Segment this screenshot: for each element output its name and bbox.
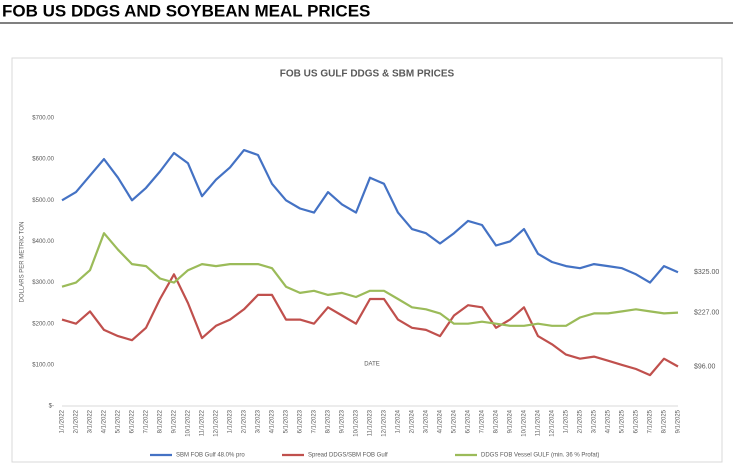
x-tick-label: 4/1/2024: [438, 409, 444, 433]
x-tick-label: 6/1/2024: [466, 409, 472, 433]
x-tick-label: 2/1/2023: [242, 409, 248, 433]
x-tick-label: 3/1/2025: [592, 409, 598, 433]
end-label: $227.00: [694, 309, 719, 316]
x-tick-label: 1/1/2025: [564, 409, 570, 433]
x-tick-label: 12/1/2023: [382, 409, 388, 436]
x-tick-label: 8/1/2022: [158, 409, 164, 433]
x-tick-label: 2/1/2024: [410, 409, 416, 433]
x-tick-label: 12/1/2022: [214, 409, 220, 436]
x-tick-label: 8/1/2023: [326, 409, 332, 433]
x-tick-label: 3/1/2023: [256, 409, 262, 433]
x-tick-label: 10/1/2024: [522, 409, 528, 436]
x-tick-label: 2/1/2025: [578, 409, 584, 433]
x-tick-label: 7/1/2022: [144, 409, 150, 433]
x-tick-label: 9/1/2022: [172, 409, 178, 433]
x-tick-label: 7/1/2023: [312, 409, 318, 433]
line-series: [61, 273, 679, 377]
line-series: [61, 232, 679, 327]
x-tick-label: 11/1/2024: [536, 409, 542, 436]
y-tick-label: $700.00: [32, 116, 54, 122]
line-series: [61, 149, 679, 284]
x-tick-label: 3/1/2024: [424, 409, 430, 433]
page-title: FOB US DDGS AND SOYBEAN MEAL PRICES: [2, 1, 370, 20]
y-tick-label: $-: [49, 404, 54, 410]
x-tick-label: 8/1/2025: [662, 409, 668, 433]
x-tick-label: 10/1/2022: [186, 409, 192, 436]
x-tick-label: 6/1/2025: [634, 409, 640, 433]
x-tick-label: 9/1/2024: [508, 409, 514, 433]
chart-title: FOB US GULF DDGS & SBM PRICES: [280, 69, 455, 80]
end-label: $325.00: [694, 269, 719, 276]
y-tick-label: $600.00: [32, 157, 54, 163]
y-axis-title: DOLLARS PER METRIC TON: [20, 222, 26, 303]
x-tick-label: 9/1/2023: [340, 409, 346, 433]
y-tick-label: $500.00: [32, 198, 54, 204]
x-tick-label: 9/1/2025: [676, 409, 682, 433]
x-tick-label: 4/1/2023: [270, 409, 276, 433]
legend-label: DDGS FOB Vessel GULF (min. 36 % Profat): [481, 453, 599, 459]
x-tick-label: 6/1/2023: [298, 409, 304, 433]
chart-frame: [11, 57, 723, 463]
x-tick-label: 4/1/2025: [606, 409, 612, 433]
x-tick-label: 11/1/2023: [368, 409, 374, 436]
x-tick-label: 10/1/2023: [354, 409, 360, 436]
x-tick-label: 1/1/2022: [60, 409, 66, 433]
x-tick-label: 5/1/2023: [284, 409, 290, 433]
end-label: $96.00: [694, 363, 716, 370]
y-tick-label: $100.00: [32, 362, 54, 368]
legend-label: SBM FOB Gulf 48.0% pro: [176, 453, 245, 459]
x-tick-label: 5/1/2024: [452, 409, 458, 433]
x-tick-label: 5/1/2025: [620, 409, 626, 433]
x-tick-label: 6/1/2022: [130, 409, 136, 433]
x-tick-label: 4/1/2022: [102, 409, 108, 433]
x-axis-title: DATE: [364, 362, 380, 368]
x-tick-label: 5/1/2022: [116, 409, 122, 433]
x-tick-label: 2/1/2022: [74, 409, 80, 433]
y-tick-label: $300.00: [32, 280, 54, 286]
x-tick-label: 7/1/2024: [480, 409, 486, 433]
y-tick-label: $200.00: [32, 321, 54, 327]
x-tick-label: 1/1/2023: [228, 409, 234, 433]
x-tick-label: 1/1/2024: [396, 409, 402, 433]
x-tick-label: 7/1/2025: [648, 409, 654, 433]
y-tick-label: $400.00: [32, 239, 54, 245]
x-tick-label: 3/1/2022: [88, 409, 94, 433]
x-tick-label: 8/1/2024: [494, 409, 500, 433]
legend-label: Spread DDGS/SBM FOB Gulf: [308, 453, 388, 459]
x-tick-label: 11/1/2022: [200, 409, 206, 436]
x-tick-label: 12/1/2024: [550, 409, 556, 436]
